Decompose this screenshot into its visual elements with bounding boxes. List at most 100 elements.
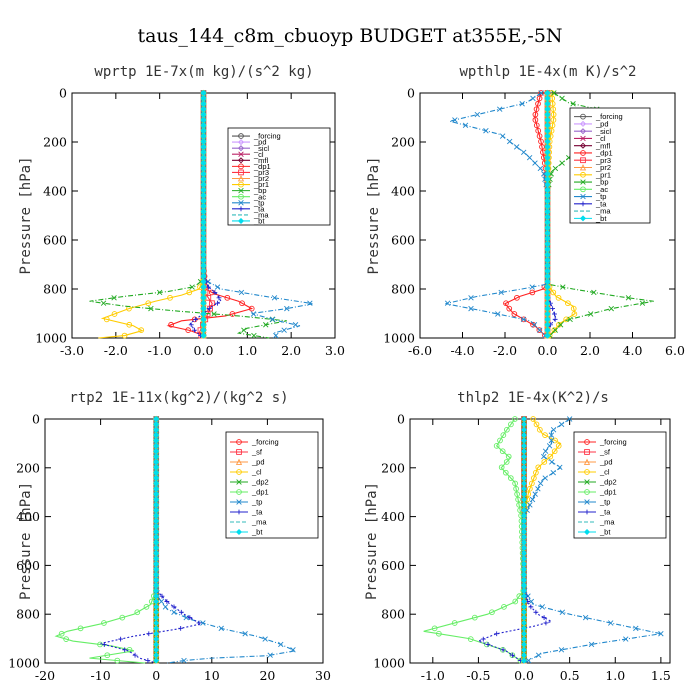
data-point <box>132 652 138 658</box>
legend-label: _ta <box>599 508 611 517</box>
data-point <box>505 453 512 460</box>
data-point <box>134 609 141 616</box>
data-point <box>512 598 519 605</box>
x-tick-label: 20 <box>259 668 275 683</box>
y-tick-label: 400 <box>391 184 415 199</box>
y-tick-label: 800 <box>391 282 415 297</box>
legend-marker <box>236 469 242 475</box>
y-axis-label: Pressure [hPa] <box>18 156 34 274</box>
panel-body: -6.0 -4.0 -2.0 0.0 2.0 4.0 6.0 0 200 400 600 800 100… <box>366 86 685 359</box>
data-point <box>512 480 518 487</box>
data-point <box>542 475 548 481</box>
data-point <box>536 95 543 102</box>
data-point <box>538 138 544 145</box>
data-point <box>507 475 514 481</box>
series-bt <box>200 89 207 339</box>
data-point <box>582 614 589 621</box>
x-tick-label: -1.0 <box>421 668 445 683</box>
data-point <box>537 480 544 487</box>
legend-marker <box>580 179 586 185</box>
y-tick-label: 800 <box>381 607 405 622</box>
data-point <box>162 604 169 610</box>
data-point <box>520 657 528 664</box>
data-point <box>193 316 199 322</box>
legend-item: _mfl <box>232 156 269 165</box>
data-point <box>509 652 515 658</box>
data-point <box>623 636 629 642</box>
legend-item: _pd <box>574 120 609 129</box>
y-tick-label: 200 <box>43 135 67 150</box>
legend-marker <box>238 163 244 170</box>
data-point <box>560 284 566 290</box>
series-tp <box>444 90 551 339</box>
series-dp1 <box>423 416 527 664</box>
data-point <box>122 647 128 653</box>
y-tick-label: 600 <box>391 233 415 248</box>
legend-marker <box>237 145 245 152</box>
legend-label: _pr2 <box>595 163 611 172</box>
series-line <box>98 93 205 339</box>
x-tick-label: 10 <box>204 668 220 683</box>
legend-item: _dp2 <box>578 478 617 487</box>
legend-label: _pd <box>253 138 267 147</box>
data-point <box>532 491 538 497</box>
legend-item: _dp1 <box>574 149 613 158</box>
data-point <box>196 620 202 626</box>
data-point <box>567 316 573 323</box>
data-point <box>551 90 557 96</box>
legend-item: _bt <box>232 217 265 226</box>
legend-item: _forcing <box>232 132 281 141</box>
series-cl <box>521 416 562 664</box>
legend-label: _ta <box>251 508 263 517</box>
legend-item: _ta <box>578 508 611 517</box>
legend-label: _bp <box>253 186 267 195</box>
legend-marker <box>579 215 587 222</box>
legend-label: _ac <box>253 192 266 201</box>
data-point <box>500 647 506 653</box>
data-point <box>515 496 521 503</box>
legend-marker <box>584 489 590 495</box>
data-point <box>214 284 221 290</box>
plot-frame <box>44 418 324 664</box>
series-line <box>89 93 287 339</box>
x-tick-label: 0 <box>152 668 160 683</box>
legend-item: _ma <box>574 207 611 216</box>
legend-label: _ma <box>251 518 267 527</box>
data-point <box>532 117 539 123</box>
legend-label: _pd <box>599 458 613 467</box>
legend-marker <box>238 200 244 206</box>
legend-item: _ac <box>232 192 266 201</box>
legend-label: _pd <box>595 120 609 129</box>
series-pr1 <box>98 90 207 339</box>
data-point <box>451 620 458 626</box>
legend: _forcing_sf_pd_cl_dp2_dp1_tp_ta_ma_bt <box>225 431 319 539</box>
legend-label: _pr3 <box>253 168 269 177</box>
data-point <box>192 327 197 333</box>
data-point <box>506 305 513 312</box>
data-point <box>550 306 555 311</box>
legend-item: _cl <box>232 150 264 159</box>
data-point <box>570 101 576 107</box>
data-point <box>278 641 284 648</box>
legend-label: _sf <box>599 448 611 457</box>
panel-title: rtp2 1E-11x(kg^2)/(kg^2 s) <box>69 390 288 406</box>
legend-label: _sicl <box>253 144 269 153</box>
data-point <box>178 609 184 615</box>
y-tick-label: 1000 <box>35 331 67 346</box>
legend-label: _cl <box>595 134 606 143</box>
data-point <box>558 647 565 653</box>
data-point <box>273 332 279 339</box>
legend-item: _sf <box>230 448 263 457</box>
legend-marker <box>579 164 587 171</box>
legend-item: _pr3 <box>574 156 611 165</box>
legend-item: _sicl <box>574 127 611 136</box>
data-point <box>209 300 215 307</box>
x-tick-label: 3.0 <box>325 343 345 358</box>
x-tick-label: 1.0 <box>605 668 625 683</box>
x-tick-label: 0.0 <box>538 343 558 358</box>
legend-marker <box>580 171 586 178</box>
legend-item: _ma <box>232 211 269 220</box>
data-point <box>555 442 562 449</box>
legend-label: _mfl <box>595 141 611 150</box>
y-tick-label: 800 <box>16 607 40 622</box>
